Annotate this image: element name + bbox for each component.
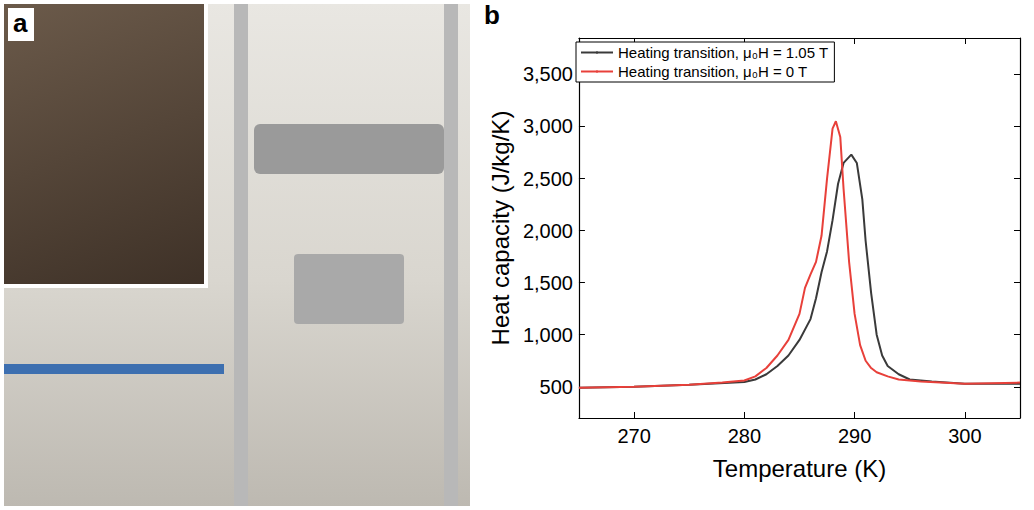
svg-text:280: 280: [728, 425, 761, 447]
html-text:b: b: [484, 0, 500, 30]
svg-text:2,000: 2,000: [523, 220, 573, 242]
svg-text:500: 500: [540, 376, 573, 398]
svg-text:Heat capacity (J/kg/K): Heat capacity (J/kg/K): [487, 111, 514, 346]
svg-text:3,500: 3,500: [523, 63, 573, 85]
svg-text:Heating transition, μ₀H = 1.05: Heating transition, μ₀H = 1.05 T: [618, 44, 828, 61]
svg-text:270: 270: [617, 425, 650, 447]
svg-text:3,000: 3,000: [523, 115, 573, 137]
svg-text:Temperature (K): Temperature (K): [713, 455, 886, 482]
svg-text:1,500: 1,500: [523, 272, 573, 294]
svg-text:1,000: 1,000: [523, 324, 573, 346]
svg-text:Heating transition, μ₀H = 0 T: Heating transition, μ₀H = 0 T: [618, 63, 807, 80]
svg-text:300: 300: [948, 425, 981, 447]
svg-text:2,500: 2,500: [523, 168, 573, 190]
html-text:a: a: [13, 8, 28, 38]
svg-text:290: 290: [838, 425, 871, 447]
